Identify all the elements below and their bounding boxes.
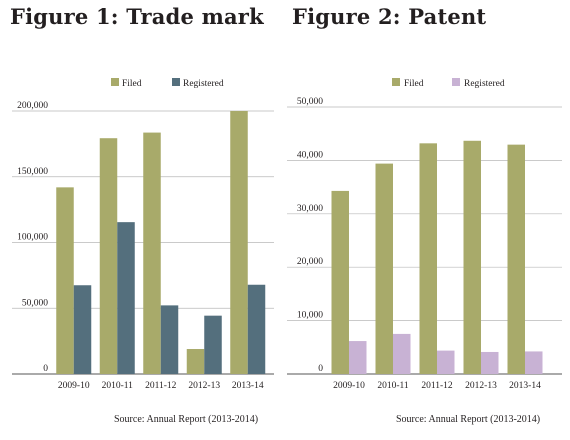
pt-bar-registered (393, 333, 411, 374)
tm-bar-filed (230, 110, 248, 375)
tm-legend-label: Registered (183, 79, 224, 89)
pt-y-tick-label: 20,000 (297, 257, 323, 267)
tm-x-tick-label: 2012-13 (188, 381, 220, 391)
tm-bar-registered (247, 284, 266, 374)
pt-y-tick-label: 40,000 (297, 150, 323, 160)
tm-x-tick-label: 2009-10 (58, 381, 90, 391)
tm-y-tick-label: 150,000 (17, 167, 48, 177)
tm-x-tick-label: 2010-11 (102, 381, 134, 391)
pt-bar-registered (437, 350, 455, 374)
figure-2-title: Figure 2: Patent (292, 4, 487, 29)
pt-bar-registered (481, 351, 499, 374)
tm-legend-label: Filed (122, 79, 142, 89)
tm-y-tick-label: 50,000 (22, 298, 48, 308)
pt-y-tick-label: 0 (318, 364, 323, 374)
trade-mark-chart: 0 50,000 100,000 150,000 200,000 Filed Registe… (12, 78, 274, 391)
pt-x-tick-label: 2010-11 (377, 381, 409, 391)
pt-bar-registered (349, 341, 367, 374)
pt-x-tick-label: 2009-10 (333, 381, 365, 391)
pt-bar-filed (419, 143, 437, 374)
tm-bar-registered (204, 315, 222, 374)
pt-legend-label: Registered (464, 79, 505, 89)
pt-bar-filed (331, 190, 349, 374)
pt-y-tick-label: 30,000 (297, 204, 323, 214)
pt-x-tick-label: 2011-12 (421, 381, 453, 391)
figure-1-title: Figure 1: Trade mark (10, 4, 264, 29)
tm-x-tick-label: 2011-12 (145, 381, 177, 391)
pt-legend-swatch (392, 78, 400, 86)
pt-bar-filed (375, 163, 393, 374)
pt-legend-swatch (452, 78, 460, 86)
patent-chart: 0 10,000 20,000 30,000 40,000 50,000 Filed Regi… (287, 78, 562, 391)
tm-bar-filed (99, 138, 118, 374)
tm-y-tick-label: 200,000 (17, 101, 48, 111)
pt-x-tick-label: 2013-14 (509, 381, 541, 391)
figure-2-source: Source: Annual Report (2013-2014) (396, 414, 541, 425)
tm-y-tick-label: 100,000 (17, 233, 48, 243)
tm-x-tick-label: 2013-14 (232, 381, 264, 391)
tm-y-tick-label: 0 (43, 364, 48, 374)
tm-legend-swatch (172, 78, 180, 86)
pt-x-tick-label: 2012-13 (465, 381, 497, 391)
pt-legend-label: Filed (404, 79, 424, 89)
pt-bar-registered (525, 351, 543, 374)
tm-bar-registered (117, 222, 135, 374)
pt-bar-filed (507, 144, 525, 374)
pt-y-tick-label: 10,000 (297, 311, 323, 321)
tm-bar-filed (56, 187, 74, 374)
pt-bar-filed (463, 140, 481, 374)
tm-legend-swatch (111, 78, 119, 86)
tm-bar-filed (186, 349, 205, 374)
figure-1-source: Source: Annual Report (2013-2014) (114, 414, 259, 425)
tm-bar-registered (73, 285, 92, 374)
pt-y-tick-label: 50,000 (297, 97, 323, 107)
tm-bar-filed (143, 132, 161, 374)
tm-bar-registered (160, 305, 179, 374)
